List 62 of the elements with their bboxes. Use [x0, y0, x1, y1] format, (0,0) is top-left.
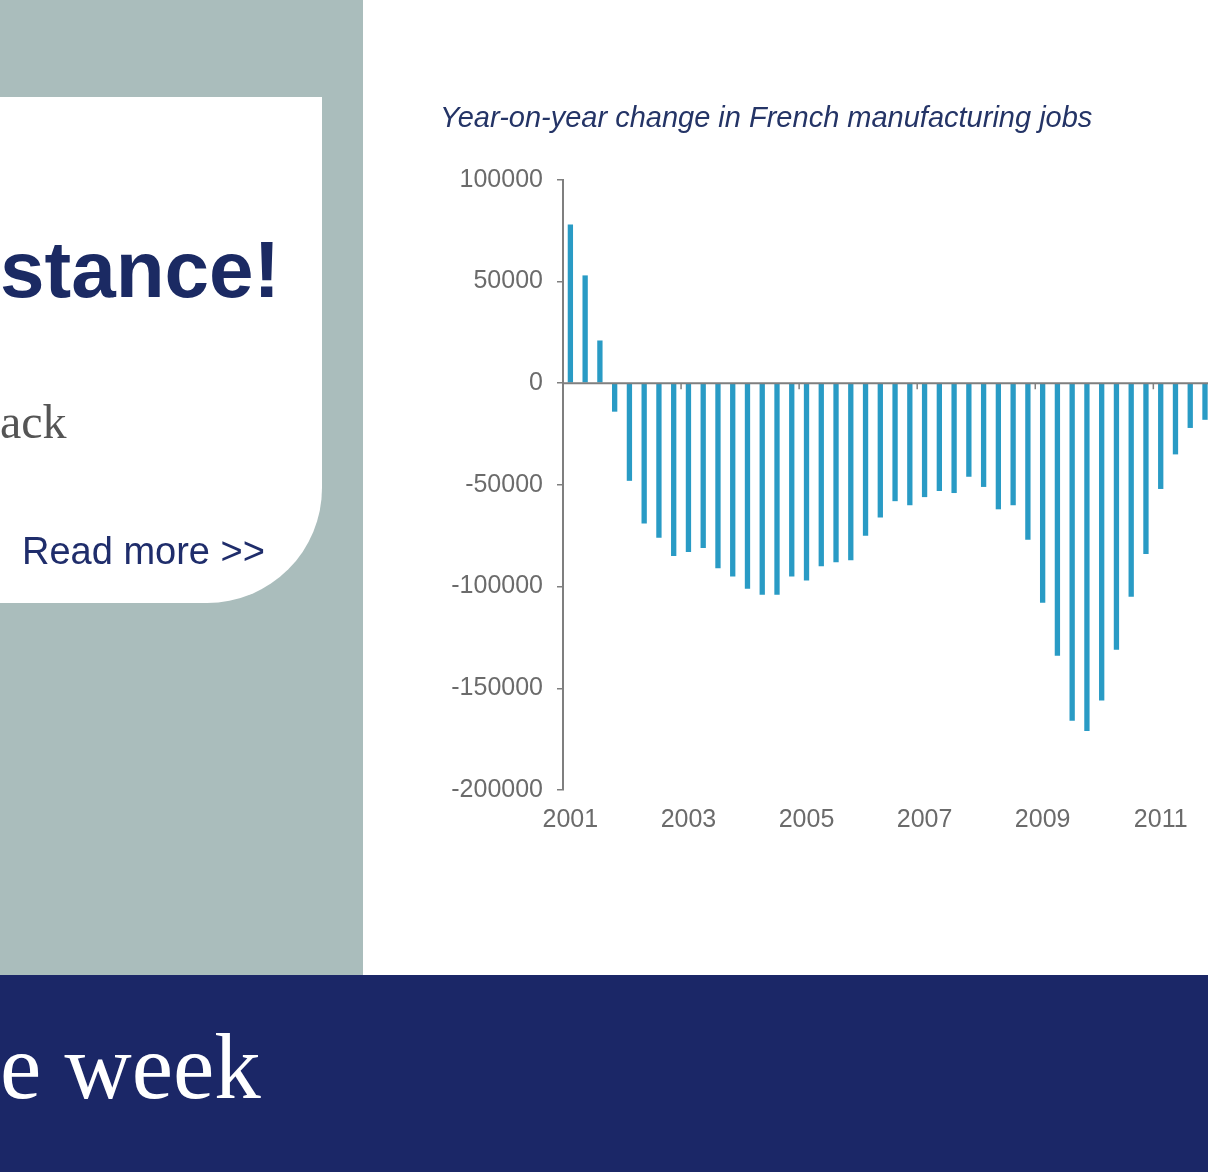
- y-tick-label: 50000: [473, 265, 543, 294]
- bar: [862, 383, 869, 536]
- bar: [1084, 383, 1090, 732]
- x-tick-label: 2011: [1133, 803, 1188, 832]
- y-tick-label: 0: [529, 367, 543, 396]
- bar: [730, 383, 736, 577]
- bar: [966, 383, 972, 477]
- bar: [1039, 383, 1046, 603]
- bar: [818, 383, 824, 567]
- x-tick-label: 2003: [660, 803, 717, 832]
- bar: [597, 340, 603, 383]
- bar: [759, 383, 765, 595]
- bar: [641, 383, 647, 524]
- bar: [1069, 383, 1075, 721]
- bar: [626, 383, 633, 481]
- y-tick-label: 100000: [459, 163, 543, 192]
- bar: [995, 383, 1002, 510]
- bar: [1202, 383, 1208, 420]
- y-tick-label: -200000: [451, 773, 543, 802]
- bar: [1172, 383, 1179, 455]
- y-tick-label: -150000: [451, 672, 543, 701]
- bar: [907, 383, 913, 506]
- bar: [892, 383, 898, 502]
- bar: [980, 383, 987, 487]
- bar: [789, 383, 795, 577]
- text: Read more >>: [22, 530, 265, 572]
- bar: [656, 383, 662, 538]
- bar: [833, 383, 839, 563]
- bar: [1054, 383, 1061, 656]
- chart-title: Year-on-year change in French manufacturing jobs: [440, 101, 1093, 134]
- bar: [921, 383, 928, 498]
- bar: [1113, 383, 1120, 650]
- bar: [1099, 383, 1105, 701]
- bar: [685, 383, 692, 553]
- bar: [1010, 383, 1016, 506]
- bar: [774, 383, 780, 595]
- bar: [877, 383, 883, 518]
- bar: [744, 383, 751, 589]
- bar: [671, 383, 677, 557]
- bar: [1187, 383, 1193, 428]
- bar: [582, 275, 588, 383]
- bar: [936, 383, 942, 491]
- bar: [1128, 383, 1134, 597]
- bar: [1143, 383, 1149, 555]
- text: stance!: [0, 225, 281, 314]
- bar: [951, 383, 957, 494]
- bar: [1025, 383, 1031, 540]
- bar: [1158, 383, 1164, 489]
- y-tick-label: -100000: [451, 570, 543, 599]
- bar: [567, 224, 574, 383]
- bar: [700, 383, 706, 548]
- x-tick-label: 2009: [1014, 803, 1071, 832]
- x-tick-label: 2007: [896, 803, 953, 832]
- text: e week: [0, 1015, 261, 1118]
- bar: [848, 383, 854, 561]
- x-tick-label: 2005: [778, 803, 835, 832]
- y-tick-label: -50000: [465, 468, 543, 497]
- bar: [612, 383, 618, 412]
- x-tick-label: 2001: [542, 803, 599, 832]
- bar: [803, 383, 810, 581]
- text: ack: [0, 395, 67, 448]
- bar: [715, 383, 721, 569]
